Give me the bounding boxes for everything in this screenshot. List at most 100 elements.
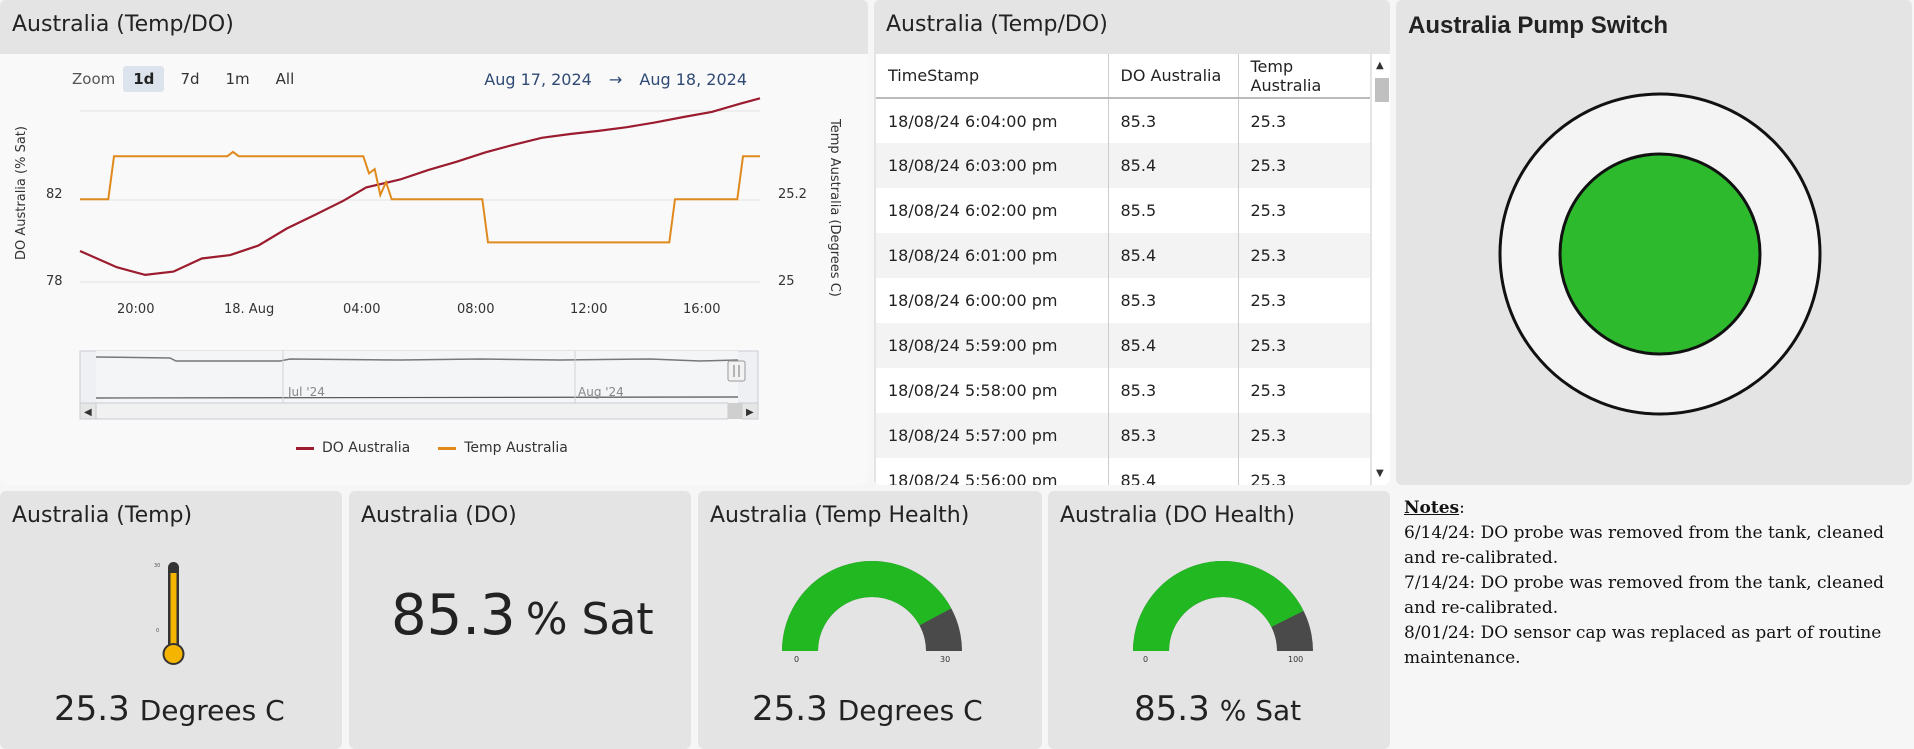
gauge-max-label: 30 bbox=[940, 655, 950, 664]
y-axis-left-label: DO Australia (% Sat) bbox=[14, 126, 29, 260]
thermometer-fill bbox=[170, 573, 177, 649]
table-row[interactable]: 18/08/24 6:04:00 pm 85.3 25.3 bbox=[876, 98, 1370, 143]
legend-item-do[interactable]: DO Australia bbox=[296, 440, 410, 456]
temp-panel: Australia (Temp) 30 0 25.3 Degrees C bbox=[0, 491, 342, 749]
data-table: TimeStamp DO Australia Temp Australia 18… bbox=[876, 54, 1370, 485]
legend-item-temp[interactable]: Temp Australia bbox=[438, 440, 568, 456]
gauge-max-label: 100 bbox=[1288, 655, 1303, 664]
scroll-right-icon: ▶ bbox=[746, 407, 754, 418]
table-panel: Australia (Temp/DO) TimeStamp DO Austral… bbox=[874, 0, 1390, 485]
notes-section: Notes: 6/14/24: DO probe was removed fro… bbox=[1404, 496, 1908, 671]
navigator-series bbox=[95, 356, 739, 362]
scroll-right-button[interactable] bbox=[741, 402, 759, 420]
legend-swatch bbox=[438, 446, 457, 450]
gauge-value-arc bbox=[782, 561, 952, 651]
panel-title: Australia Pump Switch bbox=[1408, 12, 1669, 39]
thermometer-top-label: 30 bbox=[154, 563, 160, 569]
temp-health-gauge: 0 30 bbox=[782, 561, 962, 664]
do-value: 85.3 bbox=[391, 583, 516, 648]
navigator-handle-right[interactable] bbox=[727, 360, 746, 382]
table-row[interactable]: 18/08/24 6:00:00 pm 85.3 25.3 bbox=[876, 278, 1370, 323]
zoom-label: Zoom bbox=[72, 70, 116, 88]
cell-do: 85.5 bbox=[1108, 188, 1239, 233]
table-row[interactable]: 18/08/24 5:57:00 pm 85.3 25.3 bbox=[876, 413, 1370, 458]
y-axis-right-label: Temp Australia (Degrees C) bbox=[827, 119, 842, 297]
table-row[interactable]: 18/08/24 6:01:00 pm 85.4 25.3 bbox=[876, 233, 1370, 278]
zoom-7d-button[interactable]: 7d bbox=[180, 70, 200, 88]
zoom-1m-button[interactable]: 1m bbox=[225, 70, 250, 88]
table-scrollbar[interactable]: ▲ ▼ bbox=[1372, 54, 1390, 485]
scrollbar-thumb[interactable] bbox=[1375, 78, 1389, 102]
temp-health-panel: Australia (Temp Health) 0 30 25.3 Degrees… bbox=[698, 491, 1042, 749]
data-table-wrapper: TimeStamp DO Australia Temp Australia 18… bbox=[876, 54, 1370, 485]
zoom-1d-button[interactable]: 1d bbox=[123, 66, 165, 92]
y-right-tick: 25 bbox=[778, 274, 795, 289]
table-row[interactable]: 18/08/24 5:59:00 pm 85.4 25.3 bbox=[876, 323, 1370, 368]
legend-swatch bbox=[296, 446, 314, 450]
cell-do: 85.4 bbox=[1108, 233, 1239, 278]
scroll-down-icon[interactable]: ▼ bbox=[1376, 468, 1384, 479]
do-unit: % Sat bbox=[525, 594, 654, 645]
table-row[interactable]: 18/08/24 5:56:00 pm 85.4 25.3 bbox=[876, 458, 1370, 485]
navigator-label-aug: Aug '24 bbox=[578, 385, 624, 399]
y-left-tick: 78 bbox=[46, 274, 63, 289]
y-right-tick: 25.2 bbox=[778, 187, 807, 202]
cell-do: 85.4 bbox=[1108, 323, 1239, 368]
do-health-gauge: 0 100 bbox=[1133, 561, 1313, 664]
gauge-min-label: 0 bbox=[794, 655, 799, 664]
column-header-timestamp[interactable]: TimeStamp bbox=[876, 54, 1109, 99]
navigator-series-2 bbox=[95, 396, 739, 399]
chart-panel: Australia (Temp/DO) Zoom 1d 7d 1m All Au… bbox=[0, 0, 868, 485]
cell-temp: 25.3 bbox=[1238, 233, 1370, 278]
cell-temp: 25.3 bbox=[1238, 323, 1370, 368]
panel-title: Australia (Temp/DO) bbox=[12, 12, 234, 37]
cell-timestamp: 18/08/24 6:01:00 pm bbox=[876, 233, 1109, 278]
cell-timestamp: 18/08/24 6:03:00 pm bbox=[876, 143, 1109, 188]
date-to-input[interactable]: Aug 18, 2024 bbox=[639, 70, 747, 89]
cell-temp: 25.3 bbox=[1250, 471, 1287, 485]
do-health-panel: Australia (DO Health) 0 100 85.3 % Sat bbox=[1048, 491, 1390, 749]
date-arrow: → bbox=[608, 70, 623, 89]
panel-title: Australia (DO Health) bbox=[1060, 503, 1295, 528]
panel-title: Australia (Temp) bbox=[12, 503, 193, 528]
thermometer-icon: 30 0 bbox=[154, 562, 185, 665]
scrollbar-track[interactable] bbox=[95, 402, 729, 420]
cell-timestamp: 18/08/24 6:00:00 pm bbox=[876, 278, 1109, 323]
cell-temp: 25.3 bbox=[1238, 413, 1370, 458]
legend-label: Temp Australia bbox=[464, 440, 568, 456]
table-row[interactable]: 18/08/24 6:03:00 pm 85.4 25.3 bbox=[876, 143, 1370, 188]
x-tick: 04:00 bbox=[343, 302, 381, 317]
column-header-temp[interactable]: Temp Australia bbox=[1238, 54, 1370, 99]
pump-panel: Australia Pump Switch bbox=[1396, 0, 1912, 485]
cell-do: 85.3 bbox=[1108, 278, 1239, 323]
scroll-up-icon[interactable]: ▲ bbox=[1376, 60, 1384, 71]
series-do-line[interactable] bbox=[79, 97, 761, 277]
pump-status-indicator[interactable] bbox=[1558, 152, 1762, 356]
cell-do: 85.3 bbox=[1108, 98, 1239, 143]
scrollbar-thumb[interactable] bbox=[728, 403, 742, 419]
chart-legend: DO Australia Temp Australia bbox=[296, 440, 596, 456]
note-line: 6/14/24: DO probe was removed from the t… bbox=[1404, 523, 1885, 568]
cell-do: 85.3 bbox=[1108, 413, 1239, 458]
date-range: Aug 17, 2024 → Aug 18, 2024 bbox=[478, 70, 753, 89]
cell-timestamp: 18/08/24 6:02:00 pm bbox=[876, 188, 1109, 233]
do-readout: 85.3% Sat bbox=[391, 583, 654, 648]
cell-temp: 25.3 bbox=[1238, 143, 1370, 188]
zoom-all-button[interactable]: All bbox=[275, 70, 295, 88]
note-line: 7/14/24: DO probe was removed from the t… bbox=[1404, 573, 1885, 618]
table-row[interactable]: 18/08/24 5:58:00 pm 85.3 25.3 bbox=[876, 368, 1370, 413]
temp-health-unit: Degrees C bbox=[837, 694, 983, 727]
date-from-input[interactable]: Aug 17, 2024 bbox=[484, 70, 592, 89]
cell-timestamp: 18/08/24 6:04:00 pm bbox=[876, 98, 1109, 143]
panel-title: Australia (Temp Health) bbox=[710, 503, 970, 528]
cell-temp: 25.3 bbox=[1250, 291, 1287, 310]
gauge-min-label: 0 bbox=[1143, 655, 1148, 664]
cell-timestamp: 18/08/24 5:58:00 pm bbox=[876, 368, 1109, 413]
cell-do: 85.4 bbox=[1108, 143, 1239, 188]
table-row[interactable]: 18/08/24 6:02:00 pm 85.5 25.3 bbox=[876, 188, 1370, 233]
x-tick: 12:00 bbox=[570, 302, 608, 317]
table-header-row: TimeStamp DO Australia Temp Australia bbox=[876, 54, 1370, 99]
y-left-tick: 82 bbox=[46, 187, 63, 202]
series-temp-line[interactable] bbox=[80, 150, 760, 244]
column-header-do[interactable]: DO Australia bbox=[1108, 54, 1239, 99]
